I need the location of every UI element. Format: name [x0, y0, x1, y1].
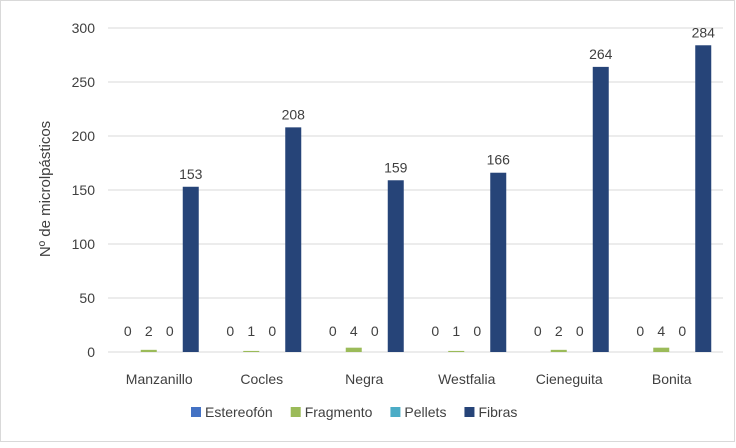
x-tick-label: Manzanillo	[126, 371, 193, 387]
bar-fragmento	[448, 350, 465, 352]
x-tick-label: Bonita	[652, 371, 692, 387]
legend: Estereofón Fragmento Pellets Fibras	[191, 404, 517, 420]
data-label: 284	[692, 24, 716, 40]
bar-fragmento	[140, 349, 157, 352]
bar-fibras	[490, 172, 507, 352]
x-axis: Manzanillo Cocles Negra Westfalia Cieneguita…	[126, 371, 692, 387]
y-tick-label: 200	[72, 128, 96, 144]
data-label: 0	[268, 323, 276, 339]
legend-label: Estereofón	[205, 404, 273, 420]
gridlines	[108, 27, 723, 353]
data-label: 166	[487, 152, 511, 168]
bar-fragmento	[550, 349, 567, 352]
data-label: 4	[350, 323, 358, 339]
data-label: 0	[226, 323, 234, 339]
bar-fibras	[285, 127, 302, 352]
bars	[140, 45, 712, 352]
bar-fragmento	[243, 350, 260, 352]
x-tick-label: Negra	[345, 371, 383, 387]
y-tick-label: 50	[79, 290, 95, 306]
data-label: 0	[124, 323, 132, 339]
legend-swatch	[191, 407, 201, 417]
legend-label: Pellets	[404, 404, 446, 420]
bar-fibras	[387, 180, 404, 352]
y-tick-label: 100	[72, 236, 96, 252]
data-label: 159	[384, 159, 408, 175]
bar-fibras	[592, 66, 609, 352]
bar-fragmento	[345, 347, 362, 352]
legend-item-pellets: Pellets	[390, 404, 446, 420]
bar-fragmento	[653, 347, 670, 352]
data-label: 2	[555, 323, 563, 339]
data-label: 2	[145, 323, 153, 339]
data-label: 0	[636, 323, 644, 339]
data-label: 4	[657, 323, 665, 339]
data-label: 0	[329, 323, 337, 339]
data-label: 1	[452, 323, 460, 339]
legend-swatch	[390, 407, 401, 417]
y-axis-title: Nº de microlpásticos	[37, 121, 54, 257]
data-label: 208	[282, 106, 306, 122]
x-tick-label: Westfalia	[438, 371, 496, 387]
legend-item-estereofón: Estereofón	[191, 404, 273, 420]
legend-label: Fibras	[478, 404, 517, 420]
legend-label: Fragmento	[305, 404, 373, 420]
data-label: 0	[576, 323, 584, 339]
data-label: 0	[431, 323, 439, 339]
y-axis: 0 50 100 150 200 250 300	[72, 20, 96, 360]
legend-swatch	[464, 407, 475, 417]
data-label: 0	[166, 323, 174, 339]
data-label: 0	[678, 323, 686, 339]
data-label: 153	[179, 166, 203, 182]
y-tick-label: 300	[72, 20, 96, 36]
data-label: 0	[534, 323, 542, 339]
data-label: 0	[473, 323, 481, 339]
data-label: 1	[247, 323, 255, 339]
y-tick-label: 0	[87, 344, 95, 360]
y-tick-label: 150	[72, 182, 96, 198]
bar-fibras	[695, 45, 712, 352]
x-tick-label: Cieneguita	[536, 371, 603, 387]
bar-fibras	[182, 186, 199, 352]
x-tick-label: Cocles	[240, 371, 283, 387]
legend-swatch	[290, 407, 301, 417]
legend-item-fragmento: Fragmento	[290, 404, 373, 420]
data-label: 0	[371, 323, 379, 339]
data-label: 264	[589, 46, 613, 62]
legend-item-fibras: Fibras	[464, 404, 517, 420]
y-tick-label: 250	[72, 74, 96, 90]
